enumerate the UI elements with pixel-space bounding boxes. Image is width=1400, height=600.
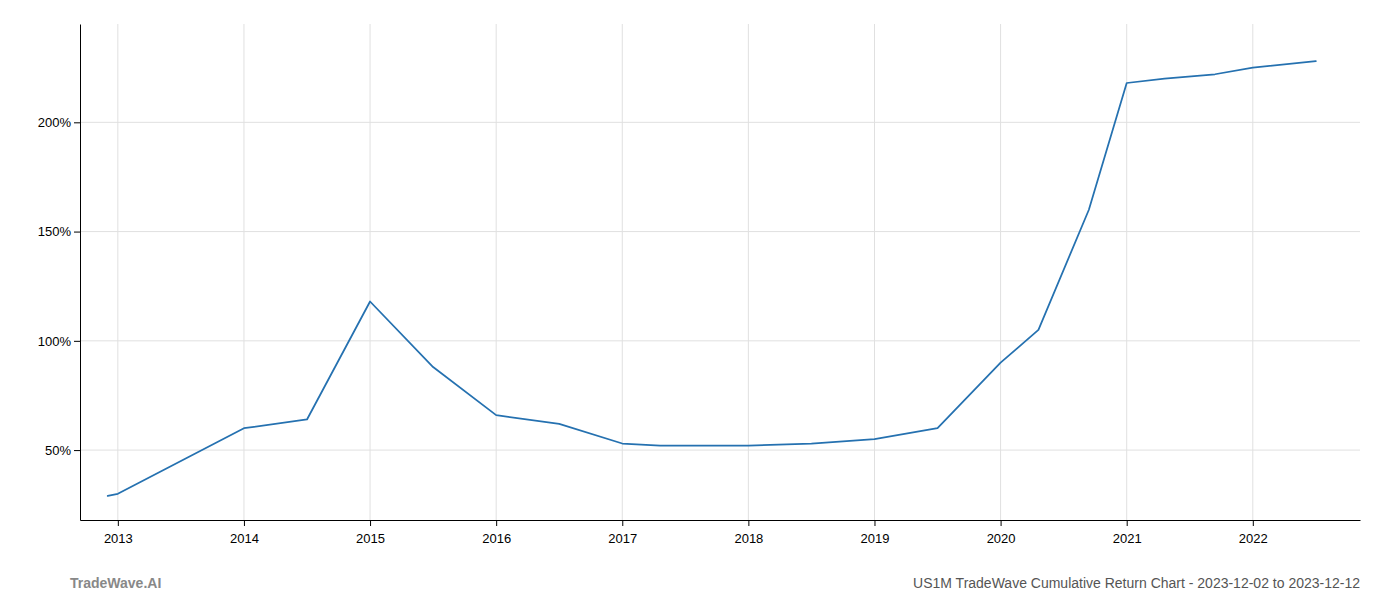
tick: 2015: [356, 520, 385, 546]
tick: 2016: [482, 520, 511, 546]
grid-line: [370, 24, 371, 520]
footer-left: TradeWave.AI: [70, 575, 161, 591]
tick-mark: [370, 520, 371, 526]
tick-mark: [118, 520, 119, 526]
x-axis: 2013 2014 2015 2016 2017 2018 2019 2020 2021 2022: [81, 520, 1361, 546]
tick-label: 2015: [356, 531, 385, 546]
grid-line: [874, 24, 875, 520]
tick: 2017: [608, 520, 637, 546]
tick-mark: [1001, 520, 1002, 526]
tick: 2014: [230, 520, 259, 546]
tick-label: 2018: [734, 531, 763, 546]
tick: 100%: [38, 333, 80, 348]
tick: 2013: [104, 520, 133, 546]
tick-mark: [74, 341, 80, 342]
tick: 2021: [1113, 520, 1142, 546]
tick-mark: [874, 520, 875, 526]
axis-line: [81, 520, 1361, 521]
tick: 2020: [987, 520, 1016, 546]
grid-line: [1126, 24, 1127, 520]
grid-line: [80, 340, 1360, 341]
tick: 2018: [734, 520, 763, 546]
grid-line: [1252, 24, 1253, 520]
tick-mark: [74, 450, 80, 451]
tick-mark: [496, 520, 497, 526]
chart: 2013 2014 2015 2016 2017 2018 2019 2020 2021 2022…: [0, 0, 1400, 600]
tick-label: 2021: [1113, 531, 1142, 546]
tick-label: 2017: [608, 531, 637, 546]
tick-label: 2019: [861, 531, 890, 546]
tick-label: 150%: [38, 224, 72, 239]
tick-mark: [1253, 520, 1254, 526]
tick-mark: [1127, 520, 1128, 526]
tick-label: 2016: [482, 531, 511, 546]
tick: 200%: [38, 115, 80, 130]
tick: 50%: [45, 443, 80, 458]
tick-label: 2014: [230, 531, 259, 546]
grid: [80, 24, 1360, 520]
tick-mark: [622, 520, 623, 526]
tick-label: 50%: [45, 443, 71, 458]
y-axis: 50% 100% 150% 200%: [38, 25, 81, 521]
grid-line: [496, 24, 497, 520]
series: [108, 61, 1316, 496]
tick: 2022: [1239, 520, 1268, 546]
line: [108, 61, 1316, 496]
grid-line: [243, 24, 244, 520]
tick-label: 2022: [1239, 531, 1268, 546]
grid-line: [80, 450, 1360, 451]
grid-line: [622, 24, 623, 520]
tick-label: 2020: [987, 531, 1016, 546]
grid-line: [1000, 24, 1001, 520]
tick-mark: [74, 122, 80, 123]
footer-right: US1M TradeWave Cumulative Return Chart -…: [913, 575, 1360, 591]
grid-line: [80, 231, 1360, 232]
plot: 2013 2014 2015 2016 2017 2018 2019 2020 2021 2022…: [38, 24, 1361, 546]
grid-line: [117, 24, 118, 520]
tick-mark: [244, 520, 245, 526]
tick-mark: [74, 232, 80, 233]
tick: 2019: [861, 520, 890, 546]
tick-label: 2013: [104, 531, 133, 546]
grid-line: [80, 122, 1360, 123]
axis-line: [80, 25, 81, 521]
tick-label: 200%: [38, 115, 72, 130]
tick-mark: [748, 520, 749, 526]
tick-label: 100%: [38, 333, 72, 348]
tick: 150%: [38, 224, 80, 239]
